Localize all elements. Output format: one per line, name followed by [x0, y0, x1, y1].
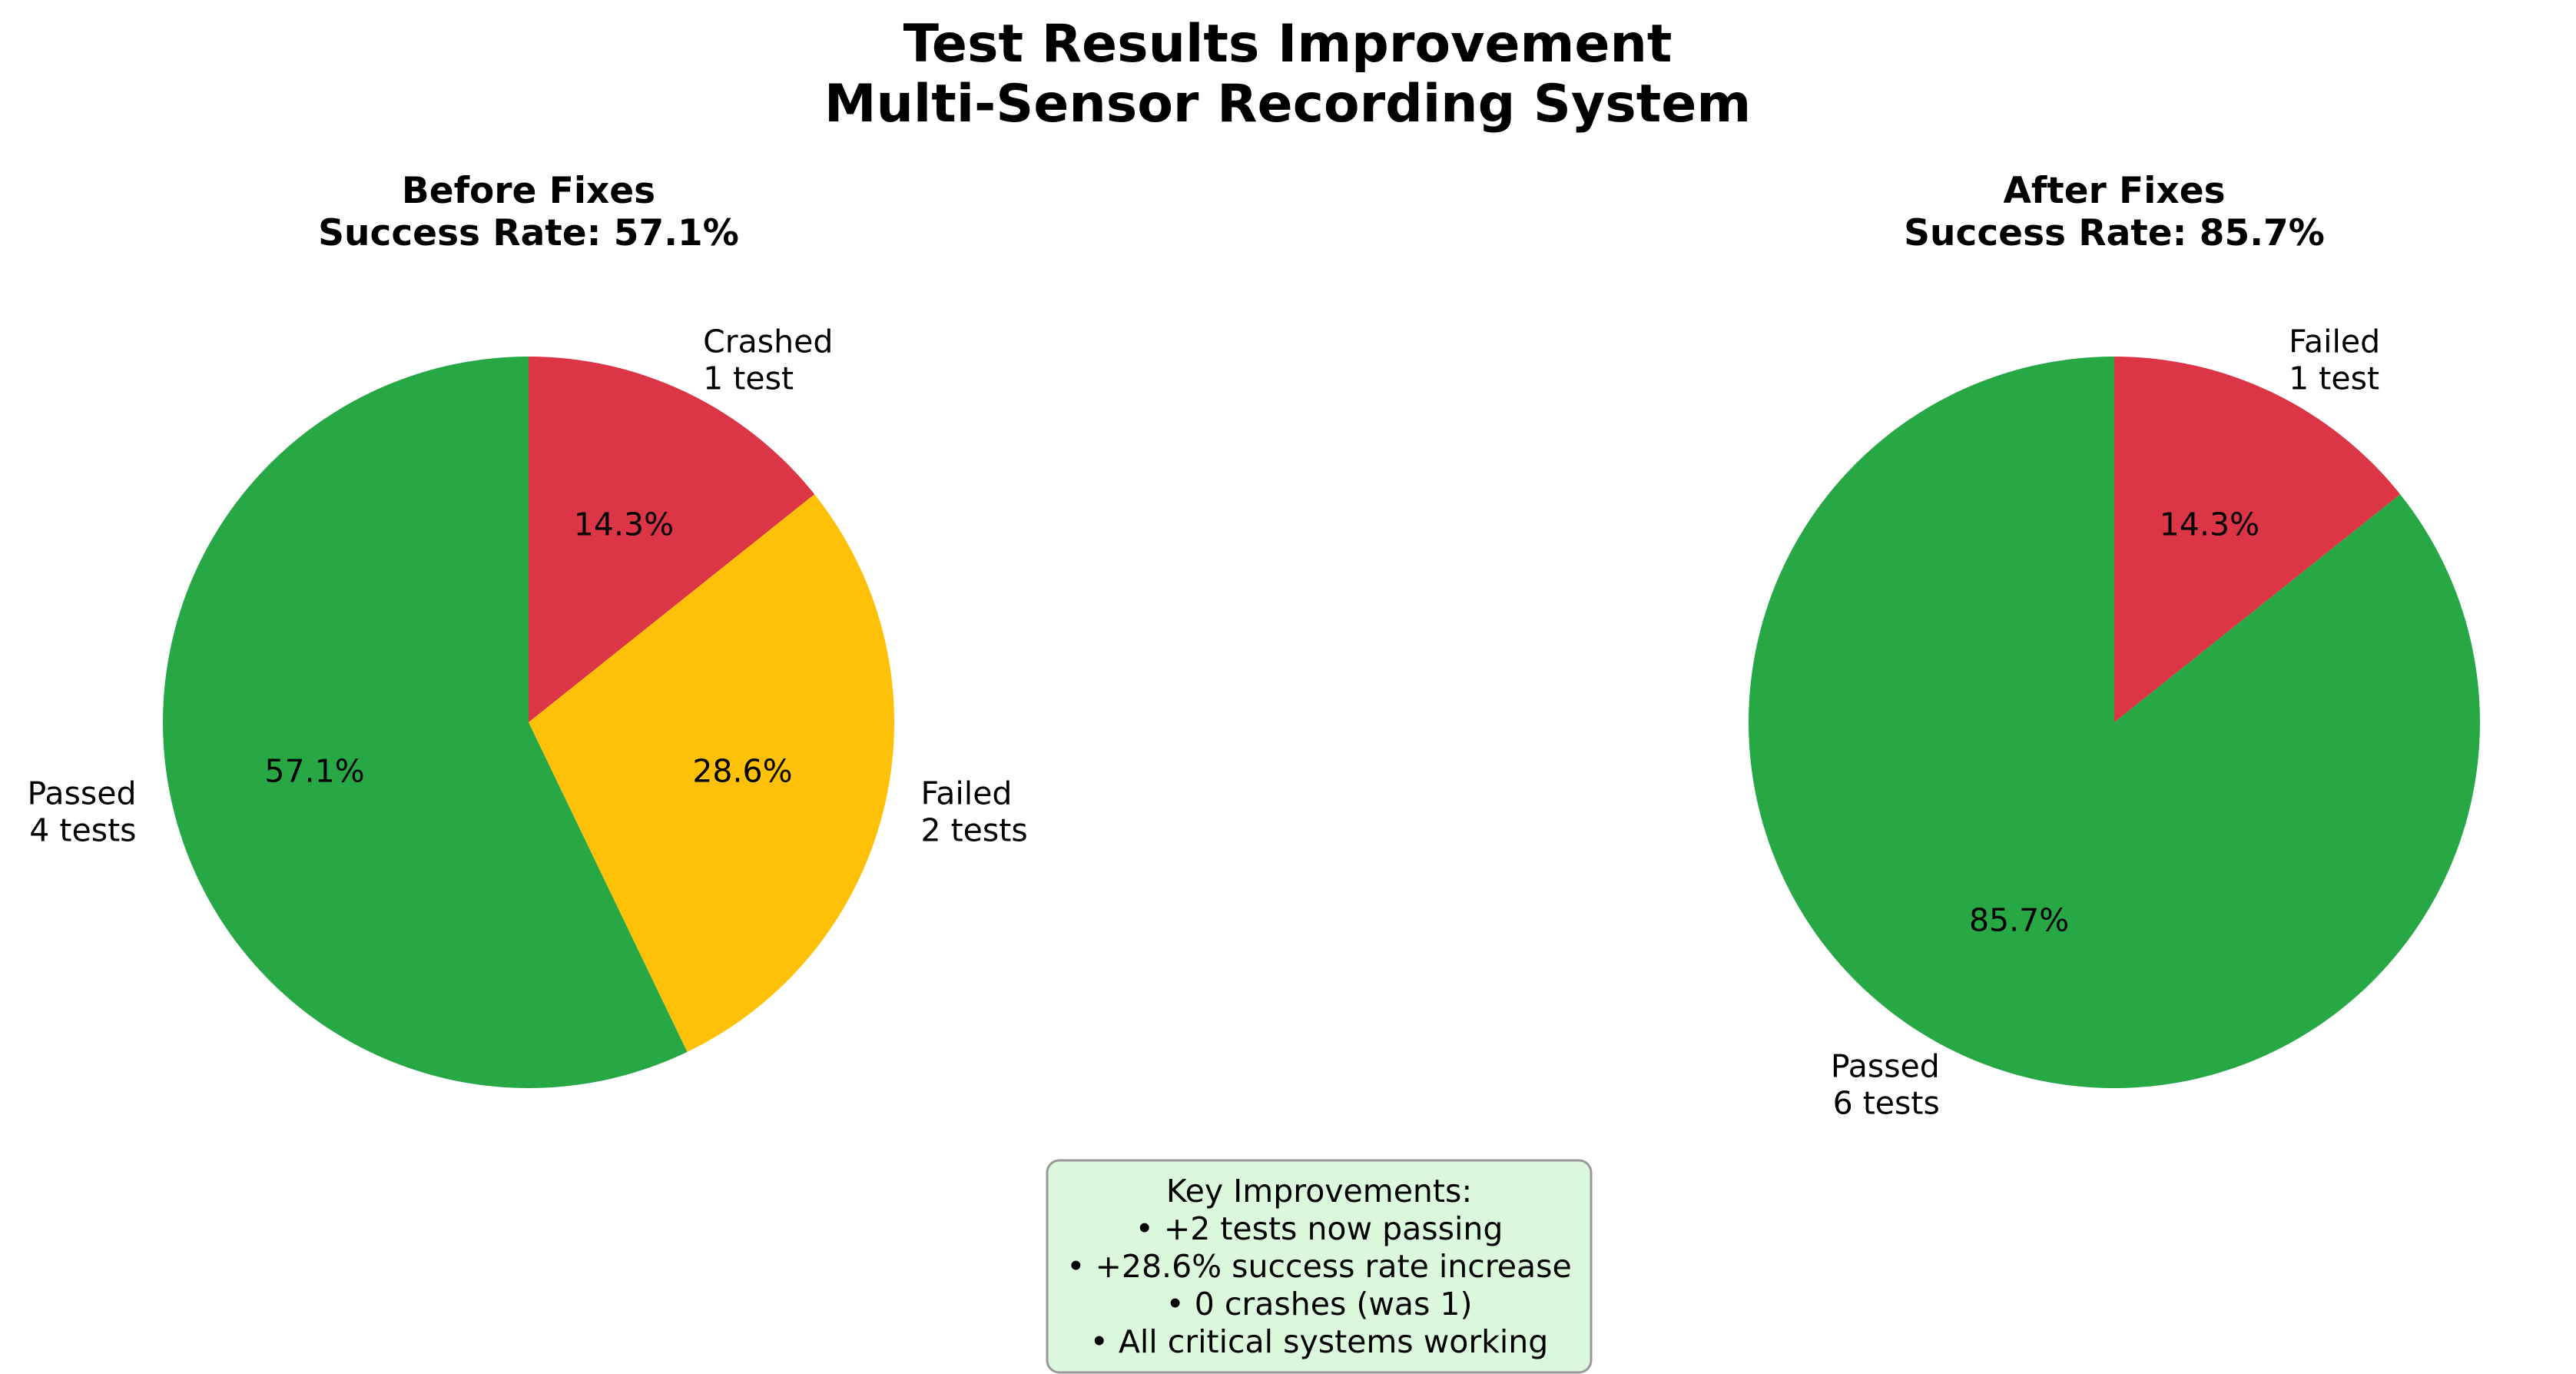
figure-title-line-2: Multi-Sensor Recording System	[824, 74, 1751, 134]
pie-outer-label-after-passed: Passed 6 tests	[1831, 1048, 1940, 1122]
pie-outer-label-before-crashed: Crashed 1 test	[703, 323, 833, 397]
pie-pct-label-before-crashed: 14.3%	[574, 506, 674, 543]
key-improvements-heading: Key Improvements:	[1166, 1173, 1472, 1210]
pie-title-after: After Fixes	[2003, 170, 2225, 212]
pie-slice-before-crashed	[529, 357, 815, 722]
pie-outer-label-after-failed: Failed 1 test	[2289, 323, 2380, 397]
pie-pct-label-before-failed: 28.6%	[692, 753, 792, 790]
pie-chart-after: After Fixes Success Rate: 85.7% 14.3% Fai…	[1749, 170, 2481, 1122]
pie-slice-before-failed	[529, 494, 894, 1052]
pie-pct-label-after-passed: 85.7%	[1969, 901, 2069, 938]
pie-slice-before-passed	[163, 357, 688, 1088]
key-improvements-item: • All critical systems working	[1090, 1323, 1549, 1360]
pie-slice-after-failed	[2114, 357, 2401, 722]
pie-pct-label-after-failed: 14.3%	[2160, 506, 2259, 543]
key-improvements-item: • +28.6% success rate increase	[1066, 1248, 1571, 1285]
pie-pct-label-before-passed: 57.1%	[264, 753, 364, 790]
pie-outer-label-before-failed: Failed 2 tests	[920, 775, 1027, 849]
key-improvements-item: • +2 tests now passing	[1135, 1210, 1503, 1247]
key-improvements-box: Key Improvements: • +2 tests now passing…	[1046, 1159, 1593, 1374]
pie-chart-before: Before Fixes Success Rate: 57.1% 14.3% Cr…	[28, 170, 1028, 1088]
pie-subtitle-after: Success Rate: 85.7%	[1904, 212, 2325, 254]
pie-title-before: Before Fixes	[402, 170, 655, 212]
pie-slice-after-passed	[1749, 357, 2481, 1089]
figure-title-line-1: Test Results Improvement	[903, 14, 1673, 75]
key-improvements-background	[1046, 1159, 1593, 1374]
key-improvements-item: • 0 crashes (was 1)	[1166, 1286, 1473, 1323]
pie-outer-label-before-passed: Passed 4 tests	[28, 775, 137, 849]
pie-subtitle-before: Success Rate: 57.1%	[318, 212, 739, 254]
